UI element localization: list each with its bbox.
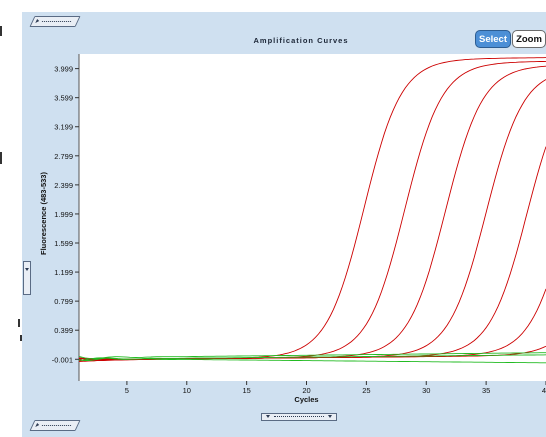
x-tick-label: 30 (422, 386, 430, 395)
scroll-right-icon (328, 415, 332, 418)
y-axis-title: Fluorescence (483-533) (39, 172, 48, 255)
plot-area[interactable] (79, 54, 546, 381)
left-gutter (0, 12, 22, 437)
splitter-tab-icon (35, 423, 41, 427)
x-tick-label: 20 (302, 386, 310, 395)
y-tick-label: 3.599 (54, 94, 73, 103)
edge-mark (20, 335, 22, 341)
axes: -0.001 0.399 0.799 1.199 1.599 1.999 2.399 2.79… (52, 54, 546, 395)
splitter-grip (41, 425, 72, 426)
series-layer (79, 57, 546, 364)
y-tick-label: 3.999 (54, 65, 73, 74)
edge-mark (0, 152, 2, 164)
scroll-grip (274, 416, 324, 417)
side-splitter-tab[interactable] (23, 261, 31, 295)
scroll-left-icon (266, 415, 270, 418)
edge-mark (0, 26, 2, 36)
splitter-tab-icon (25, 268, 29, 271)
y-tick-label: 0.399 (54, 326, 73, 335)
x-tick-label: 25 (362, 386, 370, 395)
y-tick-label: 1.999 (54, 210, 73, 219)
edge-mark (18, 319, 20, 327)
x-tick-label: 10 (183, 386, 191, 395)
select-button[interactable]: Select (475, 30, 511, 48)
series-line (79, 352, 546, 360)
series-line (79, 357, 546, 364)
x-tick-label: 15 (242, 386, 250, 395)
bottom-splitter-tab[interactable] (29, 420, 81, 431)
chart-title: Amplification Curves (253, 36, 349, 45)
horizontal-scroll-handle[interactable] (261, 413, 337, 421)
y-tick-label: 1.599 (54, 239, 73, 248)
y-tick-label: 2.799 (54, 152, 73, 161)
y-tick-label: 0.799 (54, 297, 73, 306)
y-tick-label: 1.199 (54, 268, 73, 277)
top-strip (0, 0, 546, 12)
x-tick-label: 5 (125, 386, 129, 395)
y-tick-label: -0.001 (52, 355, 73, 364)
x-tick-label: 40 (542, 386, 546, 395)
series-line (79, 354, 546, 361)
x-axis-title: Cycles (294, 395, 318, 404)
y-tick-label: 3.199 (54, 123, 73, 132)
y-tick-label: 2.399 (54, 181, 73, 190)
x-tick-label: 35 (482, 386, 490, 395)
